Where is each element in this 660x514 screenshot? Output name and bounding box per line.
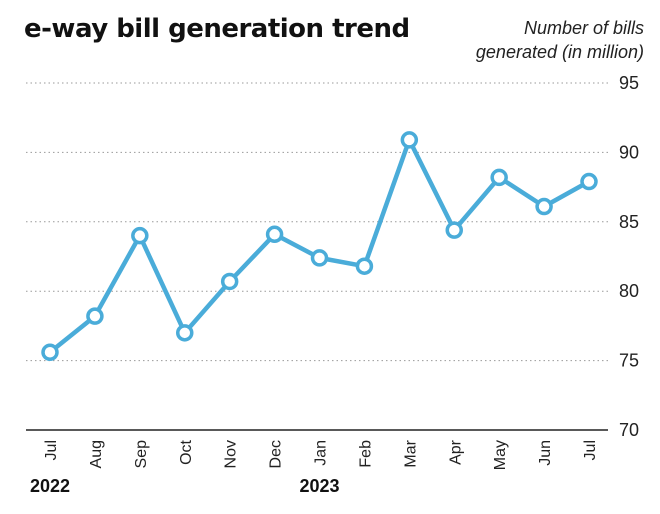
y-tick-label: 85 [619,212,639,232]
data-point [86,307,104,325]
year-label: 2023 [300,476,340,496]
data-point [490,168,508,187]
x-tick-label: Dec [268,440,285,468]
y-tick-label: 75 [619,351,639,371]
x-tick-label: Mar [402,439,419,467]
data-point [220,272,239,291]
series-line [47,137,592,355]
y-axis-unit-label: Number of bills generated (in million) [476,16,644,64]
x-tick-label: Apr [447,439,464,465]
y-axis-unit-line-1: Number of bills [523,18,644,38]
y-tick-label: 95 [619,73,639,93]
data-point [355,257,374,275]
data-point [131,226,149,245]
x-tick-label: Nov [223,440,240,468]
year-label: 2022 [30,476,70,496]
y-axis-unit-line-2: generated (in million) [475,42,644,62]
x-tick-label: Sep [133,440,150,469]
y-tick-label: 70 [619,420,639,440]
x-tick-label: Jun [537,440,554,466]
data-point [310,249,329,267]
data-point [176,324,194,342]
y-tick-label: 80 [619,281,639,301]
data-point [535,197,553,216]
data-point [580,172,598,191]
chart-title: e-way bill generation trend [24,14,410,44]
data-point [265,225,284,244]
data-point [41,343,59,362]
x-tick-label: Feb [357,440,374,468]
x-tick-label: Jan [313,440,330,466]
x-tick-label: Oct [178,439,195,464]
data-point [400,131,419,149]
x-tick-label: Aug [88,440,105,468]
data-point [445,221,463,239]
y-tick-label: 90 [619,142,639,162]
x-tick-label: Jul [582,440,599,460]
x-tick-label: May [492,440,509,470]
x-tick-label: Jul [43,440,60,460]
